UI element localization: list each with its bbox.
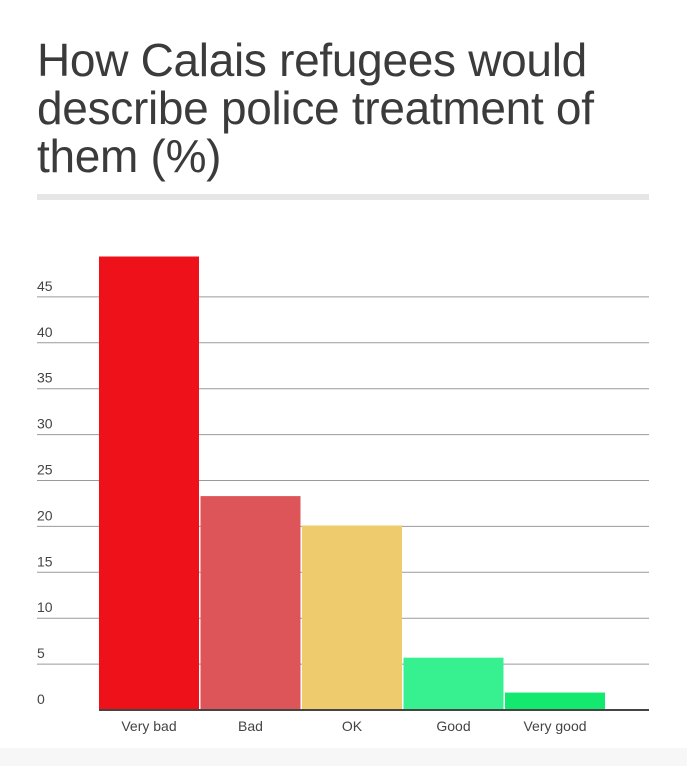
y-tick-label: 0 xyxy=(37,691,45,707)
x-category-label: Bad xyxy=(238,718,263,734)
bar-very-bad xyxy=(99,256,199,710)
x-category-label: OK xyxy=(342,718,363,734)
bars xyxy=(99,256,605,710)
x-category-label: Good xyxy=(436,718,470,734)
x-category-label: Very good xyxy=(523,718,586,734)
y-axis-ticks: 0 5 10 15 20 25 30 35 40 45 xyxy=(37,278,53,707)
bar-good xyxy=(403,657,504,710)
title-divider xyxy=(37,194,649,200)
y-tick-label: 25 xyxy=(37,462,53,478)
y-tick-label: 15 xyxy=(37,553,53,569)
y-tick-label: 20 xyxy=(37,507,53,523)
footer-strip xyxy=(0,748,687,766)
y-tick-label: 40 xyxy=(37,324,53,340)
x-axis-labels: Very bad Bad OK Good Very good xyxy=(121,718,586,734)
bar-ok xyxy=(302,525,402,710)
bar-bad xyxy=(200,496,301,710)
y-tick-label: 35 xyxy=(37,370,53,386)
y-tick-label: 30 xyxy=(37,416,53,432)
bar-very-good xyxy=(505,692,605,710)
y-tick-label: 5 xyxy=(37,645,45,661)
y-tick-label: 45 xyxy=(37,278,53,294)
y-tick-label: 10 xyxy=(37,599,53,615)
chart-title: How Calais refugees would describe polic… xyxy=(37,34,594,182)
x-category-label: Very bad xyxy=(121,718,176,734)
